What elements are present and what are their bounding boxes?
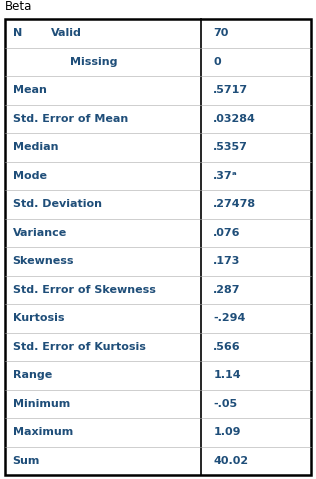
Text: 70: 70	[213, 28, 229, 38]
Text: Median: Median	[13, 142, 58, 152]
Text: Std. Deviation: Std. Deviation	[13, 199, 102, 209]
Text: Kurtosis: Kurtosis	[13, 313, 64, 323]
Text: Std. Error of Kurtosis: Std. Error of Kurtosis	[13, 342, 145, 352]
Text: Range: Range	[13, 370, 52, 380]
Text: 40.02: 40.02	[213, 456, 248, 466]
Text: Valid: Valid	[51, 28, 82, 38]
Text: Std. Error of Mean: Std. Error of Mean	[13, 114, 128, 124]
Text: .566: .566	[213, 342, 241, 352]
Text: Skewness: Skewness	[13, 256, 74, 266]
Text: Missing: Missing	[70, 57, 117, 67]
Text: 1.14: 1.14	[213, 370, 241, 380]
Text: .37ᵃ: .37ᵃ	[213, 171, 238, 181]
Text: Sum: Sum	[13, 456, 40, 466]
Text: .5357: .5357	[213, 142, 248, 152]
Text: Mean: Mean	[13, 85, 46, 95]
Text: N: N	[13, 28, 22, 38]
Text: -.294: -.294	[213, 313, 246, 323]
Text: .03284: .03284	[213, 114, 256, 124]
Text: Minimum: Minimum	[13, 399, 70, 409]
Text: Variance: Variance	[13, 228, 67, 238]
Text: .5717: .5717	[213, 85, 248, 95]
Text: .287: .287	[213, 285, 241, 295]
Text: .27478: .27478	[213, 199, 256, 209]
Text: 0: 0	[213, 57, 221, 67]
Text: Mode: Mode	[13, 171, 47, 181]
Text: 1.09: 1.09	[213, 427, 241, 437]
Text: -.05: -.05	[213, 399, 237, 409]
Text: Std. Error of Skewness: Std. Error of Skewness	[13, 285, 155, 295]
Text: .076: .076	[213, 228, 241, 238]
Text: Maximum: Maximum	[13, 427, 73, 437]
Text: .173: .173	[213, 256, 241, 266]
Text: Beta: Beta	[5, 0, 32, 13]
